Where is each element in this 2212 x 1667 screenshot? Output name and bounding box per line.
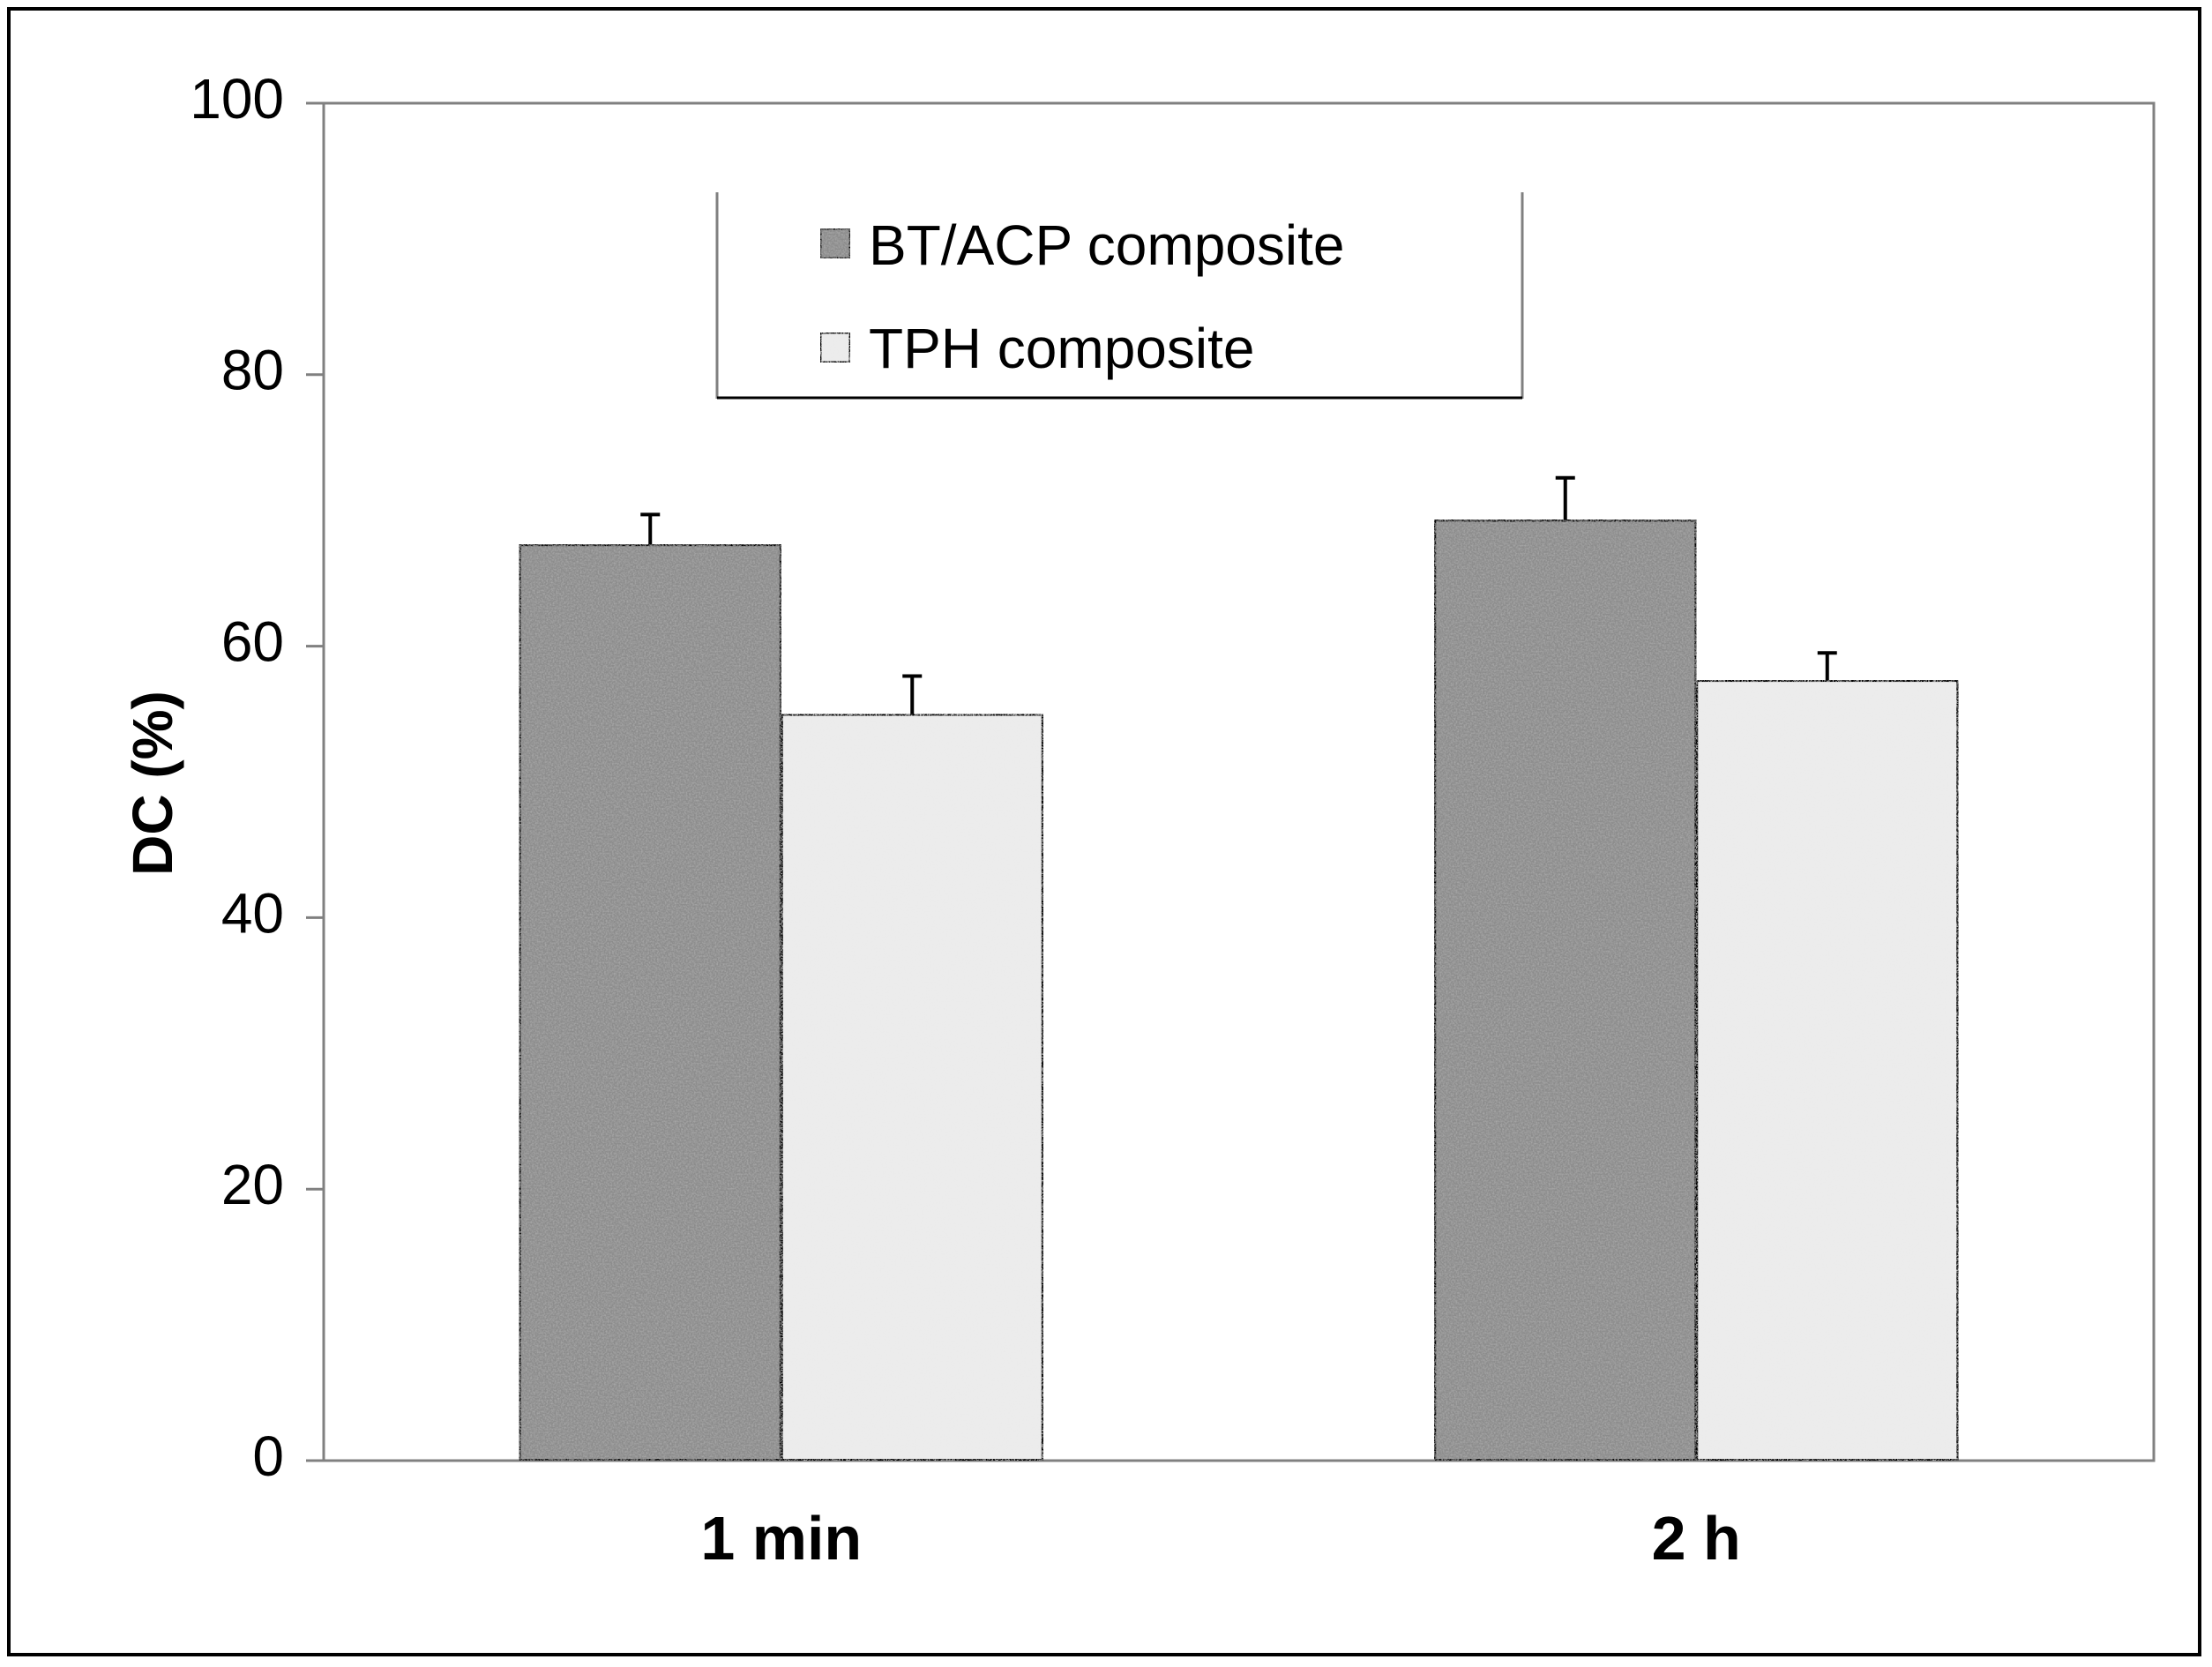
bar-tph [1694, 678, 1961, 1462]
legend-label-tph: TPH composite [869, 317, 1254, 380]
legend-swatch-tph [818, 331, 852, 364]
bar-bt-acp [517, 542, 783, 1462]
y-tick-label: 60 [221, 610, 284, 674]
plot-area [322, 101, 2156, 1462]
x-category-label: 1 min [700, 1504, 862, 1573]
bars [517, 475, 1961, 1462]
legend: BT/ACP composite TPH composite [715, 192, 1524, 400]
y-tick-label: 80 [221, 339, 284, 402]
y-axis-title: DC (%) [121, 691, 184, 876]
y-axis-ticks: 0 20 40 60 80 100 [190, 67, 324, 1488]
legend-swatch-bt-acp [818, 227, 852, 260]
bar-bt-acp [1432, 518, 1699, 1462]
y-tick-label: 20 [221, 1153, 284, 1216]
legend-label-bt-acp: BT/ACP composite [869, 213, 1344, 277]
x-axis-labels: 1 min 2 h [700, 1504, 1740, 1573]
y-tick-label: 0 [252, 1424, 284, 1488]
bar-tph [779, 712, 1045, 1462]
y-tick-label: 100 [190, 67, 284, 131]
y-tick-label: 40 [221, 881, 284, 945]
x-category-label: 2 h [1652, 1504, 1741, 1573]
